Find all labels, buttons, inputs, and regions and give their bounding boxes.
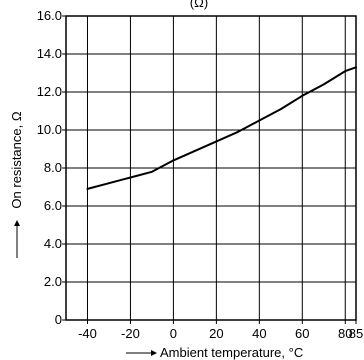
x-tick-label: -40 [78, 326, 97, 341]
y-tick-label: 6.0 [44, 198, 62, 213]
y-axis-label-group: On resistance, Ω [9, 111, 24, 258]
x-axis-label-group: Ambient temperature, °C [126, 345, 303, 360]
x-tick-label: 80 [338, 326, 352, 341]
y-tick-label: 2.0 [44, 274, 62, 289]
x-axis-label: Ambient temperature, °C [160, 345, 303, 360]
x-tick-label: -20 [121, 326, 140, 341]
chart-title-layer: (Ω) [190, 0, 208, 10]
grid-layer [66, 15, 357, 321]
series-layer [86, 66, 357, 190]
x-axis-arrow-head [151, 350, 157, 356]
y-axis-arrow-head [14, 220, 20, 226]
x-tick-label: 40 [252, 326, 266, 341]
resistance-series-line [86, 66, 357, 190]
y-tick-label: 10.0 [37, 122, 62, 137]
y-tick-label: 12.0 [37, 84, 62, 99]
y-tick-label: 14.0 [37, 46, 62, 61]
x-tick-label: 20 [209, 326, 223, 341]
chart-title: (Ω) [190, 0, 208, 10]
y-tick-label: 0 [55, 312, 62, 327]
y-tick-label: 4.0 [44, 236, 62, 251]
y-tick-label: 16.0 [37, 8, 62, 23]
x-tick-label: 0 [170, 326, 177, 341]
y-tick-label: 8.0 [44, 160, 62, 175]
y-axis-label: On resistance, Ω [9, 111, 24, 208]
x-tick-label: 85 [349, 326, 363, 341]
x-tick-label: 60 [295, 326, 309, 341]
label-layer: Ambient temperature, °C On resistance, Ω [9, 111, 303, 360]
